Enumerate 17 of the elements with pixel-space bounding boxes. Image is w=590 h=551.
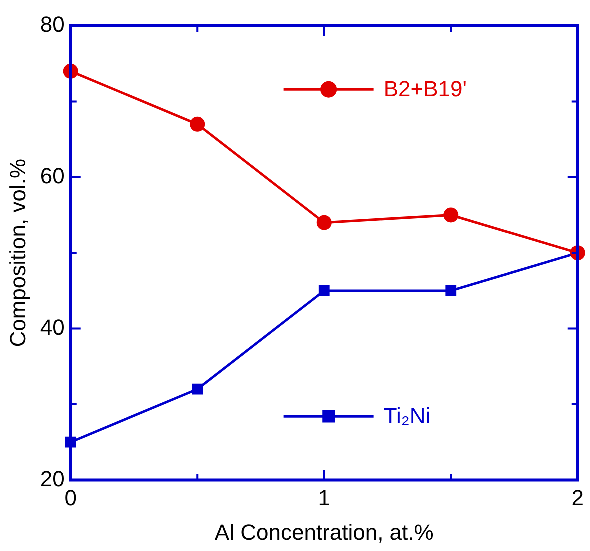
legend-label: B2+B19' bbox=[384, 76, 467, 102]
point bbox=[318, 286, 330, 296]
x-tick-label: 2 bbox=[572, 485, 584, 510]
point bbox=[192, 384, 204, 395]
x-axis-title: Al Concentration, at.% bbox=[214, 520, 434, 545]
point bbox=[190, 116, 206, 132]
point bbox=[446, 286, 457, 296]
y-tick-label: 20 bbox=[40, 466, 65, 492]
y-tick-label: 60 bbox=[40, 163, 65, 188]
y-tick-label: 80 bbox=[40, 12, 65, 38]
point bbox=[316, 215, 332, 230]
x-tick-label: 1 bbox=[318, 485, 330, 510]
point bbox=[444, 208, 459, 223]
x-tick-label: 0 bbox=[64, 485, 77, 510]
legend-label: Ti₂Ni bbox=[384, 404, 431, 429]
y-tick-label: 40 bbox=[40, 314, 65, 340]
y-axis-title: Composition, vol.% bbox=[5, 158, 30, 348]
